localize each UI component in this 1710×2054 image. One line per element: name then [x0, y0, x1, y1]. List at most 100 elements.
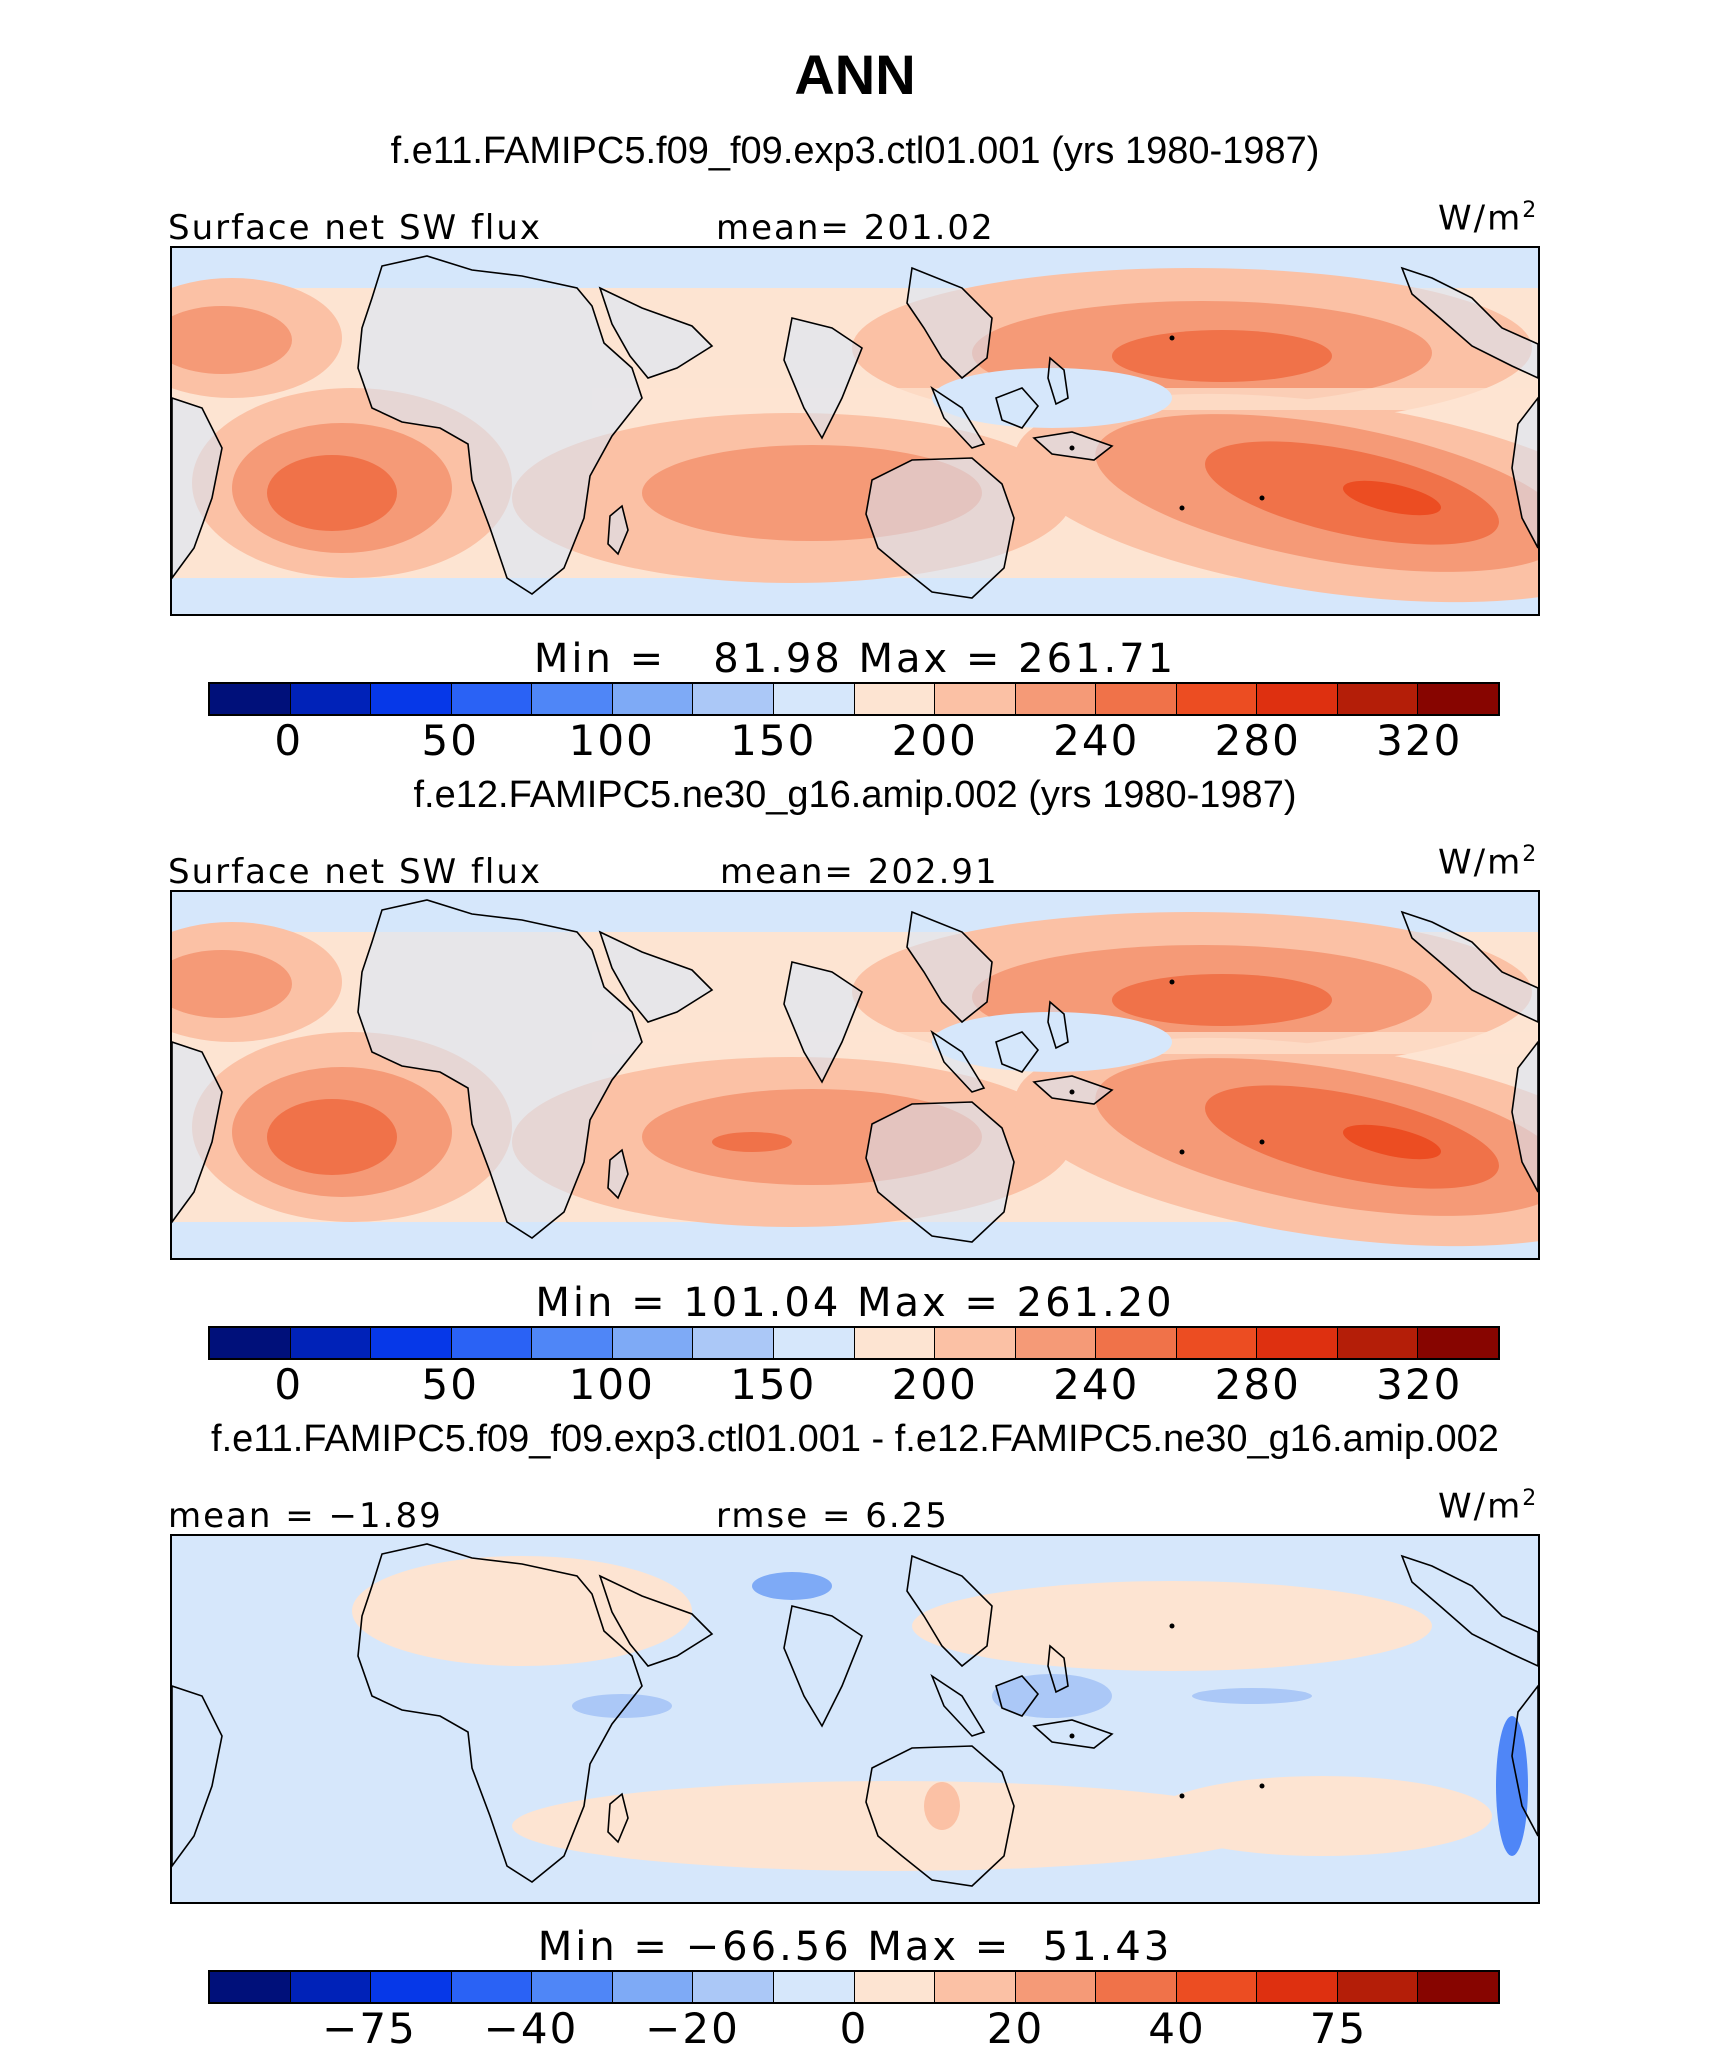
- coastline-camerica: [1400, 266, 1538, 379]
- colorbar-swatch: [1256, 684, 1337, 714]
- colorbar-swatch: [934, 1972, 1015, 2002]
- colorbar-tick-label: 240: [1053, 1360, 1140, 1409]
- colorbar-swatch: [210, 1328, 290, 1358]
- warm-pool-cloud: [932, 1012, 1172, 1072]
- colorbar-swatch: [772, 1328, 854, 1358]
- colorbar-tick-label: 150: [730, 1360, 817, 1409]
- colorbar-swatch: [210, 1972, 290, 2002]
- island-marker: [1069, 1089, 1075, 1095]
- colorbar-tick-label: 0: [839, 2004, 869, 2053]
- panel-2-colorbar-labels: 0 50 100 150 200 240 280 320: [208, 1360, 1500, 1410]
- colorbar-swatch: [853, 684, 935, 714]
- panel-3-colorbar-labels: −75 −40 −20 0 20 40 75: [208, 2004, 1500, 2054]
- colorbar-swatch: [450, 1328, 532, 1358]
- panel-1-case-title: f.e11.FAMIPC5.f09_f09.exp3.ctl01.001 (yr…: [390, 130, 1320, 172]
- coastline-camerica: [1400, 910, 1538, 1023]
- colorbar-swatch: [1417, 1328, 1498, 1358]
- panel-3-rmse-label: rmse = 6.25: [716, 1496, 949, 1536]
- colorbar-swatch: [611, 1328, 693, 1358]
- colorbar-swatch: [1175, 684, 1257, 714]
- coastline-philippines: [1047, 1000, 1069, 1050]
- colorbar-swatch: [1256, 1972, 1337, 2002]
- colorbar-swatch: [531, 1972, 612, 2002]
- colorbar-tick-label: 320: [1376, 716, 1463, 765]
- island-marker: [1169, 1623, 1175, 1629]
- panel-2-colorbar: [208, 1326, 1500, 1360]
- colorbar-swatch: [1256, 1328, 1337, 1358]
- coastline-philippines: [1047, 1644, 1069, 1694]
- coastline-borneo: [995, 387, 1040, 429]
- coastline-madagascar: [607, 504, 629, 556]
- colorbar-tick-label: −20: [645, 2004, 740, 2053]
- colorbar-tick-label: 150: [730, 716, 817, 765]
- coastline-india: [783, 961, 863, 1084]
- indian-ocean-local-max: [712, 1132, 792, 1152]
- colorbar-swatch: [611, 1972, 693, 2002]
- colorbar-swatch: [1014, 1972, 1096, 2002]
- colorbar-swatch: [1336, 1972, 1418, 2002]
- island-marker: [1169, 979, 1175, 985]
- colorbar-tick-label: 50: [421, 1360, 479, 1409]
- panel-2-mean-label: mean= 202.91: [720, 852, 999, 892]
- diff-africa-positive: [352, 1556, 692, 1666]
- coastline-arabia: [598, 930, 714, 1023]
- diff-australia-positive: [924, 1782, 960, 1830]
- s-pacific-max: [1343, 1124, 1441, 1160]
- panel-3-case-title: f.e11.FAMIPC5.f09_f09.exp3.ctl01.001 - f…: [211, 1418, 1499, 1460]
- panel-2-units: W/m2: [1438, 842, 1539, 883]
- diff-warmpool-negative: [992, 1674, 1112, 1718]
- diff-pacific-negative: [1192, 1688, 1312, 1704]
- colorbar-tick-label: 20: [986, 2004, 1045, 2053]
- colorbar-swatch: [450, 1972, 532, 2002]
- coastline-seasia: [906, 266, 993, 380]
- diff-south-positive: [512, 1781, 1272, 1871]
- panel-3-colorbar: [208, 1970, 1500, 2004]
- panel-1-colorbar-labels: 0 50 100 150 200 240 280 320: [208, 716, 1500, 766]
- coastline-samerica: [1511, 1040, 1538, 1193]
- colorbar-tick-label: 280: [1214, 1360, 1301, 1409]
- island-marker: [1069, 445, 1075, 451]
- colorbar-tick-label: 75: [1309, 2004, 1368, 2053]
- panel-1-units: W/m2: [1438, 198, 1539, 239]
- colorbar-tick-label: −40: [483, 2004, 579, 2053]
- diff-andes-negative: [1496, 1716, 1528, 1856]
- n-atlantic-core: [172, 306, 292, 374]
- colorbar-swatch: [1417, 684, 1498, 714]
- panel-1-variable-label: Surface net SW flux: [168, 208, 543, 248]
- coastline-madagascar: [607, 1792, 629, 1844]
- panel-2-variable-label: Surface net SW flux: [168, 852, 543, 892]
- colorbar-swatch: [1095, 1328, 1176, 1358]
- panel-1-mean-label: mean= 201.02: [716, 208, 995, 248]
- s-atlantic-core: [267, 1099, 397, 1175]
- coastline-sumatra: [930, 1673, 986, 1737]
- coastline-madagascar: [607, 1148, 629, 1200]
- island-marker: [1259, 495, 1265, 501]
- colorbar-swatch: [1095, 684, 1176, 714]
- colorbar-swatch: [1095, 1972, 1176, 2002]
- coastline-sumatra: [930, 1029, 986, 1093]
- n-pacific-core: [1112, 330, 1332, 382]
- coastline-brazil: [172, 1041, 223, 1224]
- colorbar-swatch: [692, 1972, 773, 2002]
- colorbar-swatch: [450, 684, 532, 714]
- colorbar-swatch: [210, 684, 290, 714]
- panel-3-map: [170, 1534, 1540, 1904]
- colorbar-swatch: [692, 684, 773, 714]
- colorbar-swatch: [1175, 1328, 1257, 1358]
- colorbar-tick-label: 100: [568, 716, 655, 765]
- s-pacific-max: [1343, 480, 1441, 516]
- island-marker: [1069, 1733, 1075, 1739]
- coastline-australia: [865, 1745, 1015, 1887]
- panel-1-map: [170, 246, 1540, 616]
- coastline-borneo: [995, 1675, 1040, 1717]
- coastline-camerica: [1400, 1554, 1538, 1667]
- colorbar-swatch: [772, 684, 854, 714]
- colorbar-swatch: [289, 684, 371, 714]
- colorbar-swatch: [1336, 684, 1418, 714]
- coastline-samerica: [1511, 1684, 1538, 1837]
- colorbar-swatch: [853, 1972, 935, 2002]
- colorbar-swatch: [531, 1328, 612, 1358]
- island-marker: [1259, 1783, 1265, 1789]
- panel-1-colorbar: [208, 682, 1500, 716]
- coastline-africa: [357, 899, 643, 1239]
